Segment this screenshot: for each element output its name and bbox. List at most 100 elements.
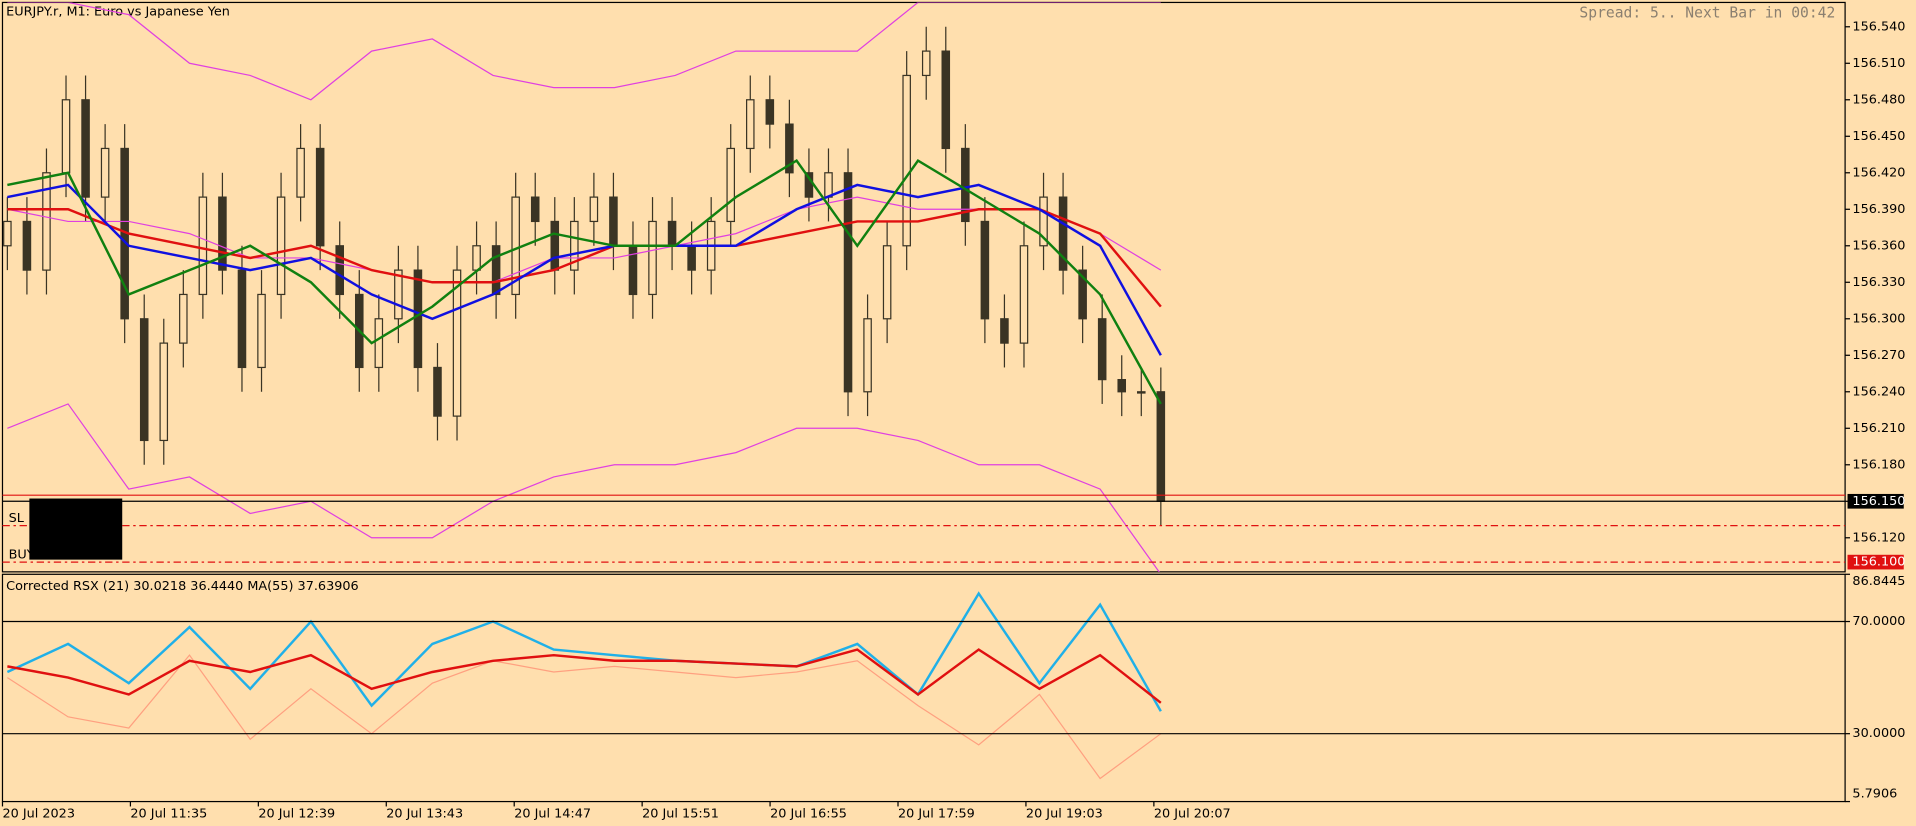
x-tick-label: 20 Jul 2023 — [2, 806, 75, 821]
candle-body — [1117, 379, 1127, 393]
candle-body — [902, 74, 911, 247]
price-tag — [1847, 493, 1904, 509]
candle-body — [785, 123, 794, 174]
candle-body — [961, 147, 970, 223]
candle-body — [237, 269, 247, 369]
candle-body — [433, 366, 442, 417]
y-tick-label: 30.0000 — [1852, 726, 1905, 741]
candle-body — [1019, 245, 1029, 344]
y-tick-label: 156.360 — [1852, 238, 1905, 253]
y-tick-label: 156.210 — [1852, 421, 1905, 436]
candle-body — [257, 293, 266, 369]
y-tick-label: 156.300 — [1852, 311, 1905, 326]
candle-body — [980, 220, 990, 320]
y-tick-label: 156.270 — [1852, 348, 1905, 363]
x-tick-label: 20 Jul 13:43 — [386, 806, 463, 821]
candle-body — [765, 99, 775, 125]
candle-body — [179, 293, 188, 344]
candle-body — [941, 50, 951, 150]
candle-body — [472, 245, 481, 271]
candle-body — [863, 318, 872, 393]
y-tick-label: 70.0000 — [1852, 614, 1905, 629]
candle-body — [570, 220, 579, 271]
candle-body — [61, 99, 71, 174]
candle-body — [413, 269, 423, 369]
candle-body — [491, 245, 501, 296]
candle-body — [824, 172, 833, 198]
x-tick-label: 20 Jul 19:03 — [1026, 806, 1103, 821]
candle-body — [276, 196, 286, 296]
x-tick-label: 20 Jul 12:39 — [258, 806, 335, 821]
y-tick-label: 156.480 — [1852, 92, 1905, 107]
candle-body — [746, 99, 755, 150]
candle-body — [589, 196, 599, 223]
y-tick-label: 156.330 — [1852, 275, 1905, 290]
candle-body — [374, 318, 384, 369]
y-tick-label: 156.420 — [1852, 165, 1905, 180]
candle-body — [882, 245, 892, 320]
y-tick-label: 156.390 — [1852, 202, 1905, 217]
moving-average — [7, 208, 1162, 308]
moving-average — [7, 183, 1162, 356]
x-tick-label: 20 Jul 15:51 — [642, 806, 719, 821]
y-tick-label: 156.450 — [1852, 129, 1905, 144]
moving-average — [7, 158, 1162, 405]
y-tick-label: 156.120 — [1852, 530, 1905, 545]
y-tick-label: 156.510 — [1852, 56, 1905, 71]
level-name: BUY — [9, 547, 35, 562]
candle-body — [1078, 269, 1087, 320]
candle-body — [315, 147, 325, 247]
indicator-plot — [6, 591, 1162, 780]
price-tag-label: 156.150 — [1852, 494, 1905, 509]
candle-body — [1039, 196, 1048, 247]
candle-body — [22, 220, 32, 271]
candle-body — [1137, 391, 1146, 394]
candle-body — [159, 342, 169, 442]
candle-body — [81, 99, 90, 198]
candle-body — [511, 196, 520, 296]
candle-body — [667, 220, 677, 247]
y-tick-label: 156.540 — [1852, 19, 1905, 34]
indicator-line — [7, 654, 1162, 780]
y-tick-label: 156.180 — [1852, 457, 1905, 472]
y-tick-label: 86.8445 — [1852, 574, 1905, 589]
indicator-line — [7, 648, 1162, 704]
price-tag — [1847, 554, 1904, 570]
candle-body — [550, 220, 560, 271]
candle-body — [42, 172, 51, 271]
x-tick-label: 20 Jul 14:47 — [514, 806, 591, 821]
candle-body — [394, 269, 403, 320]
x-tick-label: 20 Jul 16:55 — [770, 806, 847, 821]
candle-body — [100, 147, 110, 198]
candle-body — [335, 245, 344, 296]
indicator-frame — [1, 573, 1846, 803]
x-tick-label: 20 Jul 17:59 — [898, 806, 975, 821]
candle-body — [296, 147, 305, 198]
candle-body — [687, 245, 696, 271]
candle-body — [648, 220, 657, 296]
indicator-line — [6, 591, 1162, 712]
moving-average — [7, 403, 1160, 572]
candle-body — [843, 172, 853, 393]
candle-body — [198, 196, 208, 296]
candle-body — [609, 196, 618, 247]
candle-body — [1000, 318, 1009, 344]
candle-body — [1097, 318, 1107, 381]
candle-body — [726, 147, 736, 223]
candle-body — [628, 245, 638, 296]
candle-body — [1156, 391, 1166, 502]
candle-body — [139, 318, 149, 442]
x-tick-label: 20 Jul 20:07 — [1154, 806, 1231, 821]
candle-body — [3, 220, 12, 247]
spread-info: Spread: 5.. Next Bar in 00:42 — [1579, 4, 1835, 21]
candle-body — [530, 196, 540, 223]
main-plot — [3, 2, 1166, 572]
price-tag-label: 156.100 — [1852, 555, 1905, 570]
candle-body — [921, 50, 931, 77]
moving-average — [7, 2, 1161, 101]
level-name: SL — [9, 511, 25, 526]
indicator-title: Corrected RSX (21) 30.0218 36.4440 MA(55… — [6, 579, 359, 594]
